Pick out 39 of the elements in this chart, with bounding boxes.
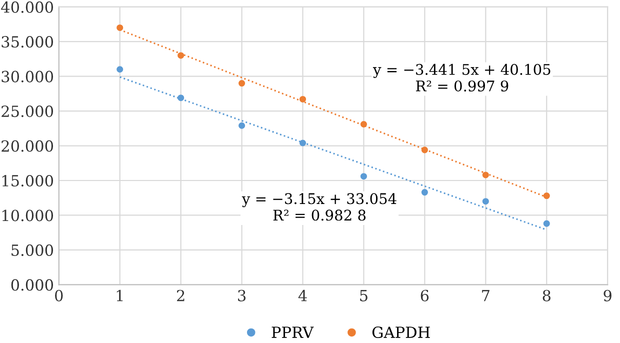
point bbox=[360, 120, 367, 128]
point bbox=[482, 198, 489, 205]
point bbox=[178, 94, 184, 102]
x-tick-label: 0 bbox=[55, 290, 63, 302]
y-tick-label: 10.000 bbox=[2, 210, 54, 222]
point bbox=[543, 220, 550, 227]
y-tick-label: 20.000 bbox=[2, 140, 54, 152]
annotation: y = −3.15x + 33.054 R² = 0.982 8 bbox=[242, 193, 396, 221]
point bbox=[543, 192, 550, 200]
x-tick-label: 2 bbox=[177, 290, 184, 302]
x-tick-label: 5 bbox=[360, 290, 368, 302]
y-tick-label: 25.000 bbox=[2, 106, 54, 118]
x-tick-label: 4 bbox=[298, 290, 307, 302]
point bbox=[238, 80, 246, 87]
point bbox=[482, 172, 489, 178]
legend-label: GAPDH bbox=[372, 326, 430, 338]
y-tick-label: 0.000 bbox=[11, 279, 54, 291]
point bbox=[300, 140, 306, 146]
point bbox=[116, 66, 124, 73]
point bbox=[421, 189, 428, 196]
x-tick-label: 8 bbox=[542, 290, 550, 302]
x-tick-label: 1 bbox=[116, 290, 123, 302]
y-tick-label: 35.000 bbox=[2, 36, 54, 48]
point bbox=[360, 173, 367, 180]
point bbox=[421, 146, 428, 154]
point bbox=[116, 24, 124, 31]
x-tick-label: 7 bbox=[482, 290, 490, 302]
y-tick-label: 40.000 bbox=[1, 1, 54, 13]
legend-label: PPRV bbox=[272, 326, 314, 338]
y-tick-label: 15.000 bbox=[2, 174, 54, 187]
point bbox=[178, 52, 184, 59]
x-tick-label: 6 bbox=[420, 290, 429, 302]
annotation: y = −3.441 5x + 40.105 R² = 0.997 9 bbox=[372, 64, 550, 92]
point bbox=[238, 122, 246, 129]
x-tick-label: 3 bbox=[238, 290, 246, 302]
point bbox=[300, 96, 306, 102]
y-tick-label: 5.000 bbox=[12, 244, 54, 256]
y-tick-label: 30.000 bbox=[2, 70, 54, 82]
x-tick-label: 9 bbox=[604, 290, 612, 302]
